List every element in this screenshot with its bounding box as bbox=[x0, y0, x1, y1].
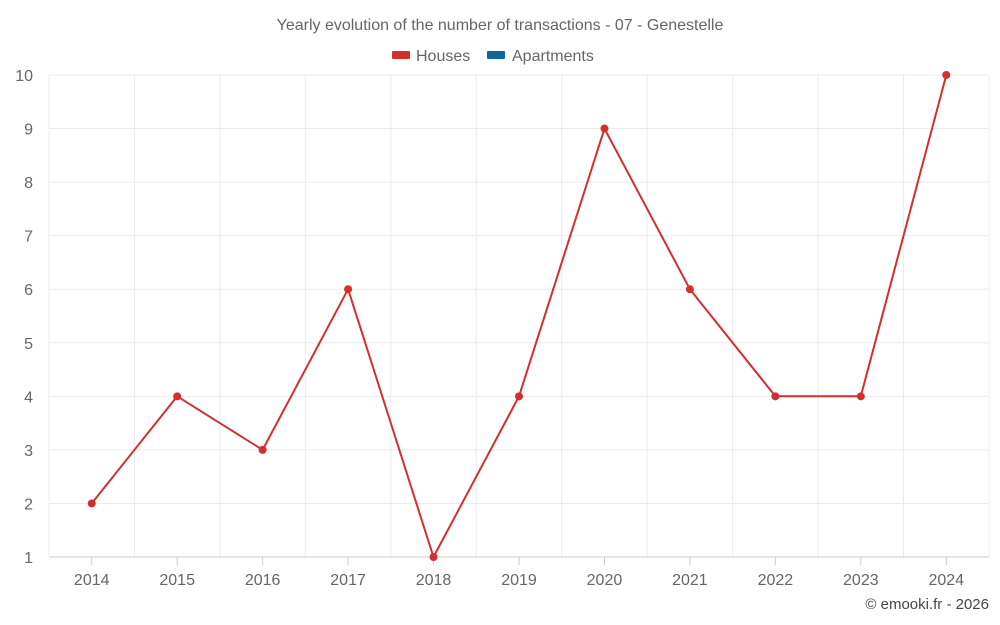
x-tick-label: 2020 bbox=[587, 572, 623, 589]
y-tick-label: 10 bbox=[15, 68, 33, 85]
x-tick-label: 2023 bbox=[843, 572, 879, 589]
credit-text: © emooki.fr - 2026 bbox=[865, 596, 989, 613]
legend-label-apartments: Apartments bbox=[512, 48, 594, 65]
x-tick-label: 2015 bbox=[159, 572, 195, 589]
legend: Houses Apartments bbox=[392, 48, 594, 65]
gridlines bbox=[48, 74, 990, 557]
legend-swatch-apartments bbox=[487, 51, 505, 59]
legend-item-houses[interactable]: Houses bbox=[392, 48, 470, 65]
x-tick-label: 2024 bbox=[928, 572, 964, 589]
x-tick-label: 2022 bbox=[758, 572, 794, 589]
chart-title: Yearly evolution of the number of transa… bbox=[277, 17, 724, 34]
x-tick-label: 2014 bbox=[74, 572, 110, 589]
data-point-houses[interactable] bbox=[685, 285, 694, 294]
data-point-houses[interactable] bbox=[942, 71, 951, 79]
x-tick-label: 2021 bbox=[672, 572, 708, 589]
data-point-houses[interactable] bbox=[771, 392, 780, 401]
y-tick-label: 9 bbox=[24, 122, 33, 139]
data-point-houses[interactable] bbox=[856, 392, 865, 401]
x-tick-label: 2017 bbox=[330, 572, 366, 589]
plot-series bbox=[87, 71, 951, 561]
y-tick-label: 7 bbox=[24, 229, 33, 246]
y-tick-label: 5 bbox=[24, 336, 33, 353]
y-axis: 1 2 3 4 5 6 7 8 9 10 bbox=[15, 68, 33, 567]
x-tick-label: 2019 bbox=[501, 572, 537, 589]
y-tick-label: 4 bbox=[24, 389, 33, 406]
legend-swatch-houses bbox=[392, 51, 410, 59]
legend-label-houses: Houses bbox=[416, 48, 470, 65]
data-point-houses[interactable] bbox=[173, 392, 182, 401]
data-point-houses[interactable] bbox=[600, 124, 609, 133]
x-tick-label: 2016 bbox=[245, 572, 281, 589]
legend-item-apartments[interactable]: Apartments bbox=[487, 48, 594, 65]
y-tick-label: 1 bbox=[24, 550, 33, 567]
data-point-houses[interactable] bbox=[258, 445, 267, 454]
y-tick-label: 3 bbox=[24, 443, 33, 460]
y-tick-label: 8 bbox=[24, 175, 33, 192]
data-point-houses[interactable] bbox=[429, 553, 438, 561]
y-tick-label: 6 bbox=[24, 282, 33, 299]
y-tick-label: 2 bbox=[24, 496, 33, 513]
x-tick-label: 2018 bbox=[416, 572, 452, 589]
data-point-houses[interactable] bbox=[344, 285, 353, 294]
data-point-houses[interactable] bbox=[515, 392, 523, 401]
data-point-houses[interactable] bbox=[87, 499, 96, 508]
x-axis: 2014 2015 2016 2017 2018 2019 2020 2021 2022 2023… bbox=[49, 556, 989, 589]
